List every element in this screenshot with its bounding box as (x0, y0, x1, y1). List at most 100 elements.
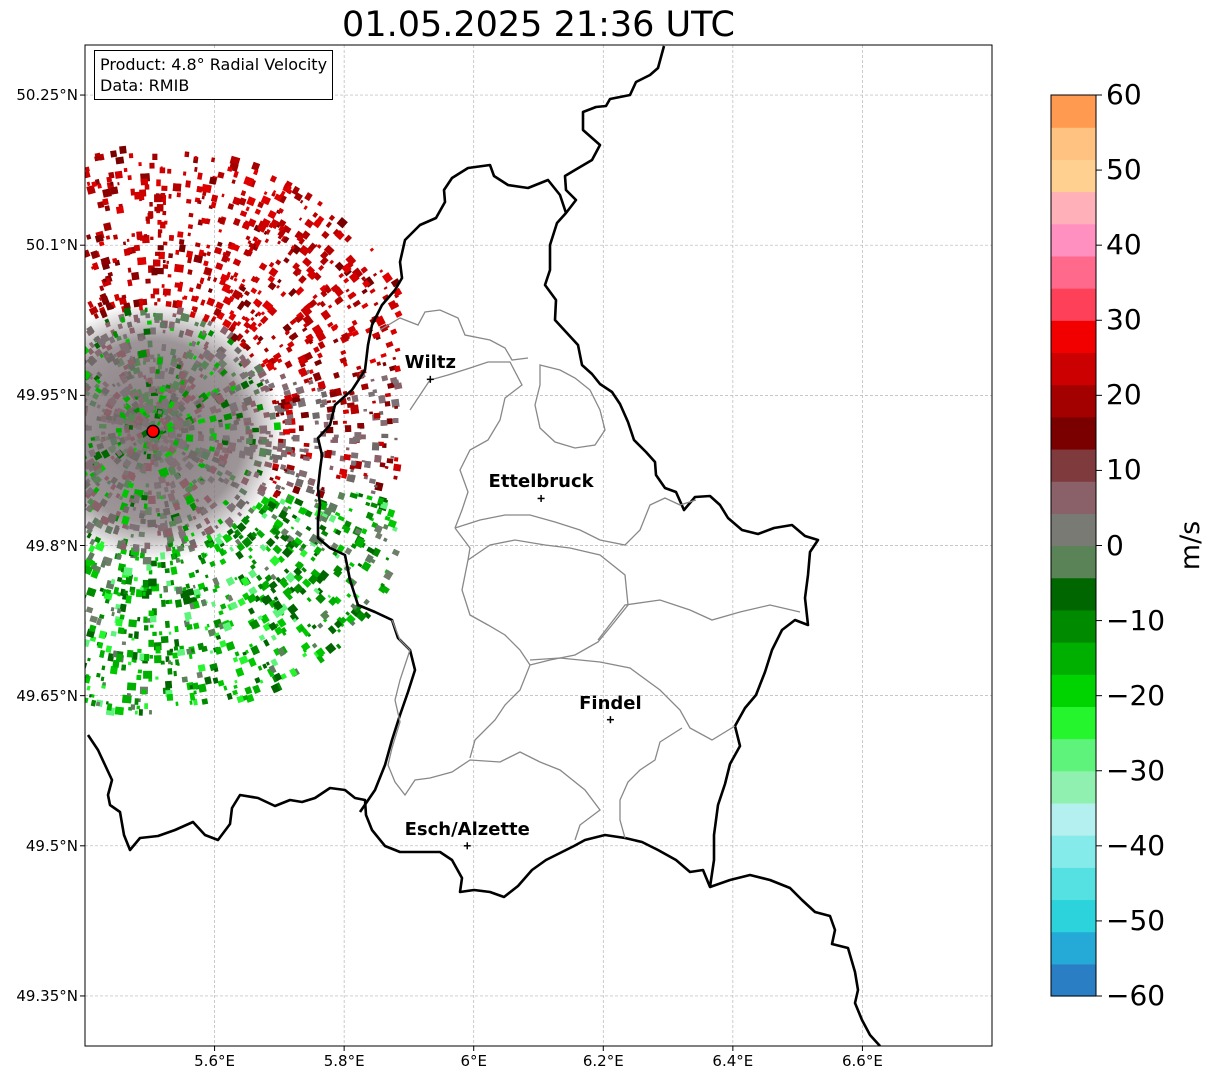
echo-pixel (137, 449, 143, 455)
echo-pixel (302, 456, 311, 462)
colorbar-segment (1051, 288, 1096, 321)
echo-pixel (174, 263, 184, 273)
echo-pixel (188, 424, 195, 431)
echo-pixel (219, 603, 227, 610)
echo-pixel (107, 432, 117, 440)
echo-pixel (241, 315, 246, 321)
echo-pixel (100, 560, 107, 568)
echo-pixel (162, 211, 167, 216)
echo-pixel (110, 606, 115, 612)
echo-pixel (160, 660, 165, 665)
echo-pixel (351, 329, 360, 337)
echo-pixel (242, 651, 247, 656)
echo-pixel (94, 342, 101, 350)
echo-pixel (202, 374, 208, 380)
echo-pixel (114, 293, 121, 302)
echo-pixel (301, 566, 307, 573)
echo-pixel (180, 427, 189, 434)
echo-pixel (239, 357, 250, 369)
echo-pixel (149, 560, 157, 567)
echo-pixel (170, 566, 178, 576)
echo-pixel (262, 300, 274, 312)
echo-pixel (214, 393, 226, 405)
echo-pixel (85, 471, 89, 478)
echo-pixel (137, 648, 142, 653)
echo-pixel (206, 244, 211, 249)
echo-pixel (115, 351, 122, 358)
echo-pixel (308, 488, 316, 495)
echo-pixel (164, 500, 169, 508)
echo-pixel (229, 601, 239, 610)
echo-pixel (110, 578, 116, 585)
echo-pixel (209, 405, 218, 415)
echo-pixel (104, 352, 116, 364)
echo-pixel (98, 297, 103, 301)
echo-pixel (246, 532, 257, 542)
echo-pixel (255, 502, 263, 511)
echo-pixel (164, 568, 170, 574)
echo-pixel (276, 447, 283, 453)
echo-pixel (306, 597, 312, 603)
echo-pixel (260, 385, 269, 392)
echo-pixel (380, 419, 388, 426)
echo-pixel (157, 353, 161, 357)
echo-pixel (265, 441, 272, 448)
echo-pixel (231, 289, 243, 301)
echo-pixel (390, 328, 398, 336)
echo-pixel (350, 404, 360, 415)
echo-pixel (119, 374, 128, 384)
echo-pixel (234, 651, 240, 657)
echo-pixel (167, 389, 173, 395)
echo-pixel (200, 360, 210, 370)
echo-pixel (306, 247, 313, 255)
echo-pixel (277, 358, 283, 364)
echo-pixel (155, 369, 160, 374)
echo-pixel (85, 390, 91, 397)
echo-pixel (226, 692, 233, 701)
echo-pixel (320, 250, 329, 260)
echo-pixel (320, 486, 325, 491)
echo-pixel (319, 403, 325, 408)
echo-pixel (319, 524, 327, 532)
echo-pixel (183, 535, 189, 543)
echo-pixel (153, 358, 156, 363)
echo-pixel (253, 388, 260, 395)
echo-pixel (346, 473, 356, 483)
echo-pixel (99, 285, 105, 292)
echo-pixel (209, 560, 216, 568)
echo-pixel (106, 480, 112, 485)
echo-pixel (383, 537, 388, 543)
echo-pixel (139, 513, 145, 519)
echo-pixel (394, 347, 401, 353)
echo-pixel (273, 422, 282, 431)
echo-pixel (178, 530, 187, 539)
echo-pixel (128, 424, 133, 430)
echo-pixel (277, 555, 286, 564)
colorbar (1050, 94, 1102, 997)
echo-pixel (130, 406, 135, 411)
echo-pixel (157, 357, 163, 365)
echo-pixel (311, 624, 317, 630)
echo-pixel (237, 597, 246, 607)
echo-pixel (320, 290, 328, 298)
echo-pixel (230, 371, 237, 378)
echo-pixel (96, 371, 103, 378)
echo-pixel (189, 482, 194, 488)
echo-pixel (162, 329, 166, 334)
echo-pixel (132, 651, 138, 660)
echo-pixel (223, 413, 233, 421)
echo-pixel (150, 624, 154, 628)
echo-pixel (125, 470, 130, 476)
echo-pixel (99, 423, 107, 429)
echo-pixel (348, 508, 353, 512)
echo-pixel (222, 318, 232, 329)
echo-pixel (140, 548, 147, 554)
echo-pixel (360, 383, 369, 391)
echo-pixel (384, 400, 391, 407)
echo-pixel (256, 381, 264, 388)
echo-pixel (162, 288, 171, 296)
echo-pixel (222, 435, 230, 441)
echo-pixel (158, 417, 165, 424)
echo-pixel (112, 330, 119, 339)
echo-pixel (135, 419, 140, 424)
